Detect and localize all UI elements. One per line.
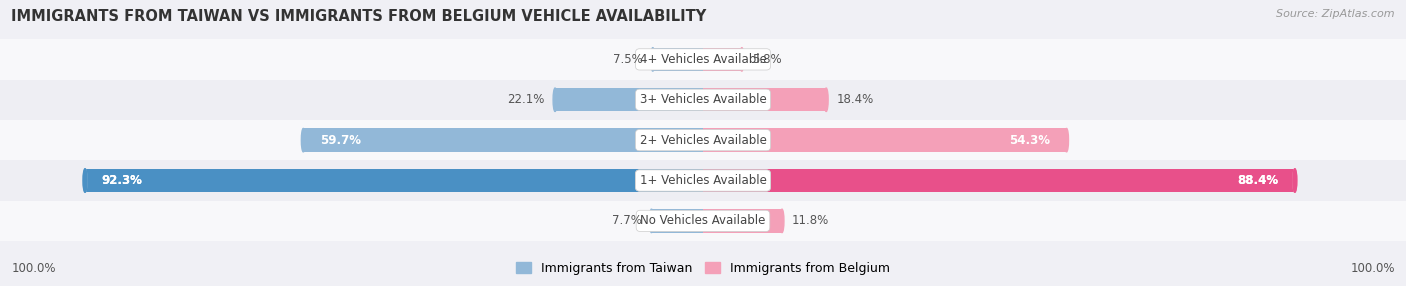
Circle shape <box>1064 128 1069 152</box>
Bar <box>84 169 703 192</box>
Bar <box>555 88 703 112</box>
Bar <box>703 169 1295 192</box>
Bar <box>703 48 742 71</box>
Bar <box>0 39 1406 80</box>
Bar <box>304 128 703 152</box>
Legend: Immigrants from Taiwan, Immigrants from Belgium: Immigrants from Taiwan, Immigrants from … <box>510 257 896 280</box>
Bar <box>84 169 703 192</box>
Text: 59.7%: 59.7% <box>321 134 361 147</box>
Circle shape <box>553 88 557 112</box>
Circle shape <box>1294 169 1296 192</box>
Bar <box>703 169 1295 192</box>
Text: 7.7%: 7.7% <box>612 214 641 227</box>
Text: 54.3%: 54.3% <box>1010 134 1050 147</box>
Text: 2+ Vehicles Available: 2+ Vehicles Available <box>640 134 766 147</box>
Circle shape <box>780 209 785 233</box>
Bar <box>703 88 827 112</box>
Text: 3+ Vehicles Available: 3+ Vehicles Available <box>640 93 766 106</box>
Text: 100.0%: 100.0% <box>1350 262 1395 275</box>
Circle shape <box>83 169 87 192</box>
Text: 18.4%: 18.4% <box>837 93 873 106</box>
Bar <box>0 120 1406 160</box>
Text: 11.8%: 11.8% <box>792 214 830 227</box>
Bar <box>0 160 1406 201</box>
Circle shape <box>651 48 655 71</box>
Text: 100.0%: 100.0% <box>11 262 56 275</box>
Circle shape <box>301 128 305 152</box>
Circle shape <box>1294 169 1296 192</box>
Bar <box>0 201 1406 241</box>
Text: 5.8%: 5.8% <box>752 53 782 66</box>
Text: 1+ Vehicles Available: 1+ Vehicles Available <box>640 174 766 187</box>
Text: 4+ Vehicles Available: 4+ Vehicles Available <box>640 53 766 66</box>
Bar <box>652 48 703 71</box>
Circle shape <box>824 88 828 112</box>
Text: IMMIGRANTS FROM TAIWAN VS IMMIGRANTS FROM BELGIUM VEHICLE AVAILABILITY: IMMIGRANTS FROM TAIWAN VS IMMIGRANTS FRO… <box>11 9 706 23</box>
Circle shape <box>83 169 87 192</box>
Bar <box>703 209 782 233</box>
Text: 92.3%: 92.3% <box>101 174 142 187</box>
Text: 88.4%: 88.4% <box>1237 174 1278 187</box>
Text: Source: ZipAtlas.com: Source: ZipAtlas.com <box>1277 9 1395 19</box>
Text: 22.1%: 22.1% <box>508 93 546 106</box>
Text: 92.3%: 92.3% <box>101 174 142 187</box>
Circle shape <box>740 48 744 71</box>
Bar <box>0 80 1406 120</box>
Bar <box>651 209 703 233</box>
Text: 7.5%: 7.5% <box>613 53 643 66</box>
Text: 1+ Vehicles Available: 1+ Vehicles Available <box>640 174 766 187</box>
Circle shape <box>650 209 654 233</box>
Bar <box>703 128 1067 152</box>
Text: No Vehicles Available: No Vehicles Available <box>640 214 766 227</box>
Text: 88.4%: 88.4% <box>1237 174 1278 187</box>
